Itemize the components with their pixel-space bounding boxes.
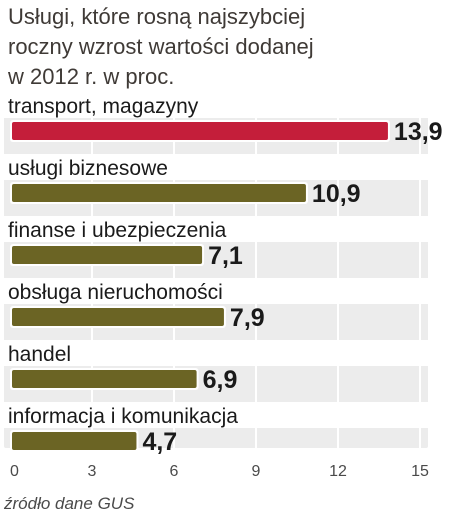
bar-3 xyxy=(12,308,224,326)
x-tick-label-3: 9 xyxy=(252,463,261,480)
value-label-4: 6,9 xyxy=(203,366,238,394)
category-label-4: handel xyxy=(8,343,71,366)
source-note: źródło dane GUS xyxy=(4,494,135,513)
value-label-0: 13,9 xyxy=(394,118,443,146)
row-label-band-2 xyxy=(4,216,428,242)
category-label-0: transport, magazyny xyxy=(8,95,199,118)
title-line-1: Usługi, które rosną najszybciej xyxy=(8,4,306,29)
category-label-3: obsługa nieruchomości xyxy=(8,281,223,304)
bar-2 xyxy=(12,246,203,264)
row-label-band-5 xyxy=(4,402,428,428)
category-label-1: usługi biznesowe xyxy=(8,157,168,180)
x-tick-label-4: 12 xyxy=(329,463,347,480)
bar-1 xyxy=(12,184,306,202)
bar-4 xyxy=(12,370,197,388)
bar-0 xyxy=(12,122,388,140)
value-label-3: 7,9 xyxy=(230,304,265,332)
value-label-1: 10,9 xyxy=(312,180,361,208)
value-label-5: 4,7 xyxy=(142,428,177,456)
row-label-band-3 xyxy=(4,278,428,304)
title-line-3: w 2012 r. w proc. xyxy=(8,64,175,89)
x-tick-label-0: 0 xyxy=(10,463,19,480)
plot-panel xyxy=(4,100,428,448)
row-label-band-4 xyxy=(4,340,428,366)
x-tick-label-5: 15 xyxy=(411,463,429,480)
row-label-band-1 xyxy=(4,154,428,180)
category-label-5: informacja i komunikacja xyxy=(8,405,238,428)
title-line-2: roczny wzrost wartości dodanej xyxy=(8,34,314,59)
x-tick-label-2: 6 xyxy=(170,463,179,480)
category-label-2: finanse i ubezpieczenia xyxy=(8,219,227,242)
x-tick-label-1: 3 xyxy=(88,463,97,480)
chart-title: Usługi, które rosną najszybciej roczny w… xyxy=(8,2,448,92)
value-label-2: 7,1 xyxy=(208,242,243,270)
bar-5 xyxy=(12,432,137,450)
row-label-band-0 xyxy=(4,92,428,118)
